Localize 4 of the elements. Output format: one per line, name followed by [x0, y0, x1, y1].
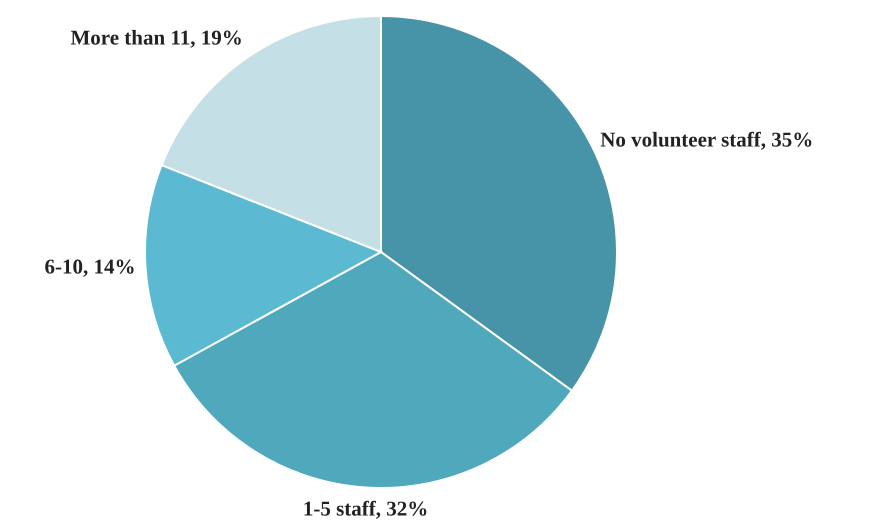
slice-label: No volunteer staff, 35% [600, 127, 814, 152]
slice-label: More than 11, 19% [70, 26, 243, 50]
slice-label: 1-5 staff, 32% [302, 496, 428, 521]
slice-label: 6-10, 14% [44, 254, 136, 278]
